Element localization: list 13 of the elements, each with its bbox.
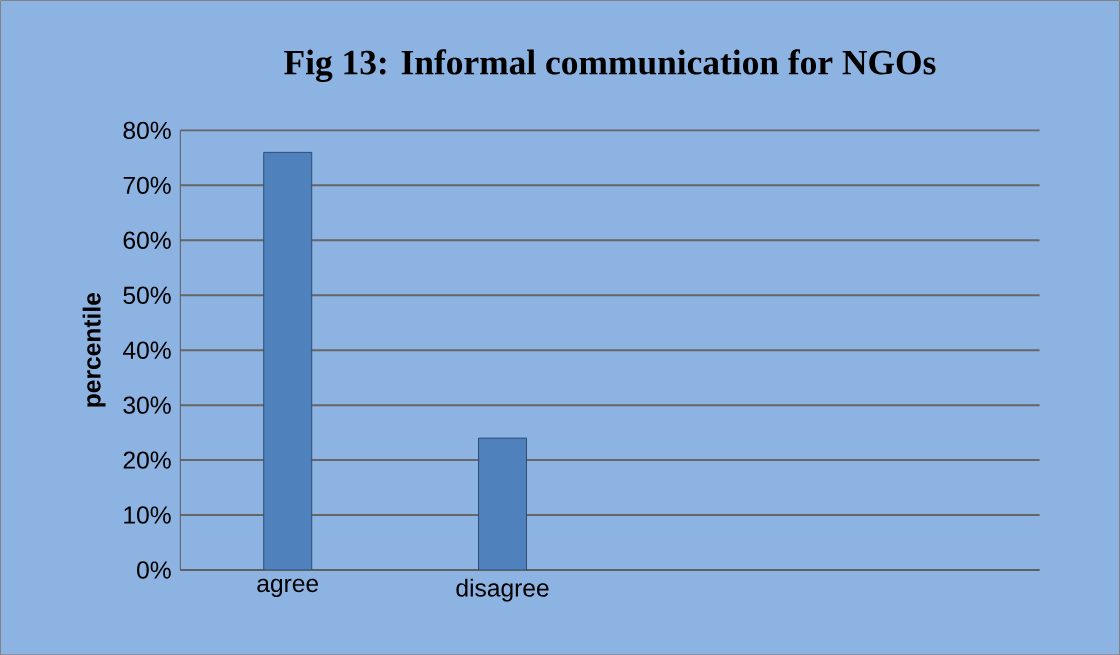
y-tick-label: 50% xyxy=(123,286,171,304)
y-tick-label: 80% xyxy=(123,121,171,139)
y-tick-label: 60% xyxy=(123,231,171,249)
x-tick-label: agree xyxy=(257,578,319,597)
y-tick-label: 30% xyxy=(123,396,171,414)
y-tick-label: 0% xyxy=(137,561,171,579)
y-tick-label: 10% xyxy=(124,506,171,524)
y-tick-label: 20% xyxy=(123,451,171,469)
chart-title: Fig 13: Informal communication for NGOs xyxy=(284,49,936,82)
y-tick-label: 70% xyxy=(123,176,171,194)
x-tick-label: disagree xyxy=(456,578,549,602)
y-axis-title: percentile xyxy=(82,292,106,407)
y-tick-label: 40% xyxy=(123,341,171,359)
